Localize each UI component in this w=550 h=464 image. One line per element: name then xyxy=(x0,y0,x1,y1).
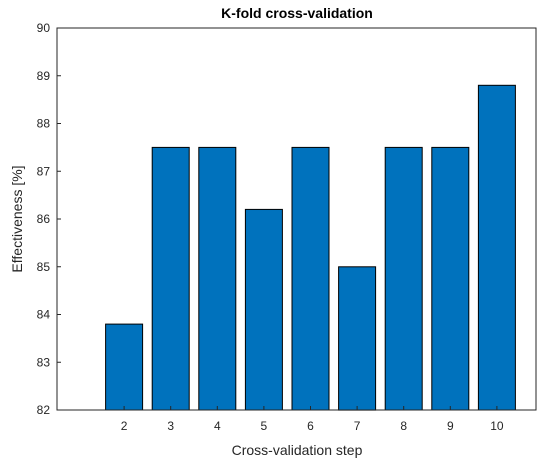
y-tick-label: 90 xyxy=(37,21,51,35)
bar-9 xyxy=(431,146,470,411)
y-tick-label: 84 xyxy=(37,308,51,322)
y-tick-label: 88 xyxy=(37,117,51,131)
y-tick-label: 89 xyxy=(37,69,51,83)
y-tick-label: 87 xyxy=(37,164,51,178)
bar-10 xyxy=(477,84,516,411)
x-ticks-group: 2 3 4 5 6 7 8 9 10 xyxy=(121,406,504,433)
chart-title: K-fold cross-validation xyxy=(221,5,373,21)
y-axis-title: Effectiveness [%] xyxy=(9,165,25,272)
x-tick-label: 4 xyxy=(214,419,221,433)
x-tick-label: 9 xyxy=(447,419,454,433)
bar-8 xyxy=(384,146,423,411)
bar-6 xyxy=(291,146,330,411)
y-tick-label: 85 xyxy=(37,260,51,274)
y-tick-label: 82 xyxy=(37,403,51,417)
x-tick-label: 7 xyxy=(354,419,361,433)
x-tick-label: 3 xyxy=(167,419,174,433)
bar-7 xyxy=(338,266,377,411)
x-tick-label: 2 xyxy=(121,419,128,433)
bar-5 xyxy=(244,208,283,411)
bar-4 xyxy=(198,146,237,411)
bars-group xyxy=(105,84,516,411)
bar-3 xyxy=(151,146,190,411)
y-ticks-group: 82 83 84 85 86 87 88 89 90 xyxy=(37,21,61,417)
bar-2 xyxy=(105,323,144,411)
plot-box xyxy=(56,27,537,411)
x-tick-label: 8 xyxy=(400,419,407,433)
x-tick-label: 10 xyxy=(490,419,504,433)
x-axis-title: Cross-validation step xyxy=(232,442,363,458)
x-tick-label: 6 xyxy=(307,419,314,433)
x-tick-label: 5 xyxy=(261,419,268,433)
y-tick-label: 83 xyxy=(37,355,51,369)
y-tick-label: 86 xyxy=(37,212,51,226)
